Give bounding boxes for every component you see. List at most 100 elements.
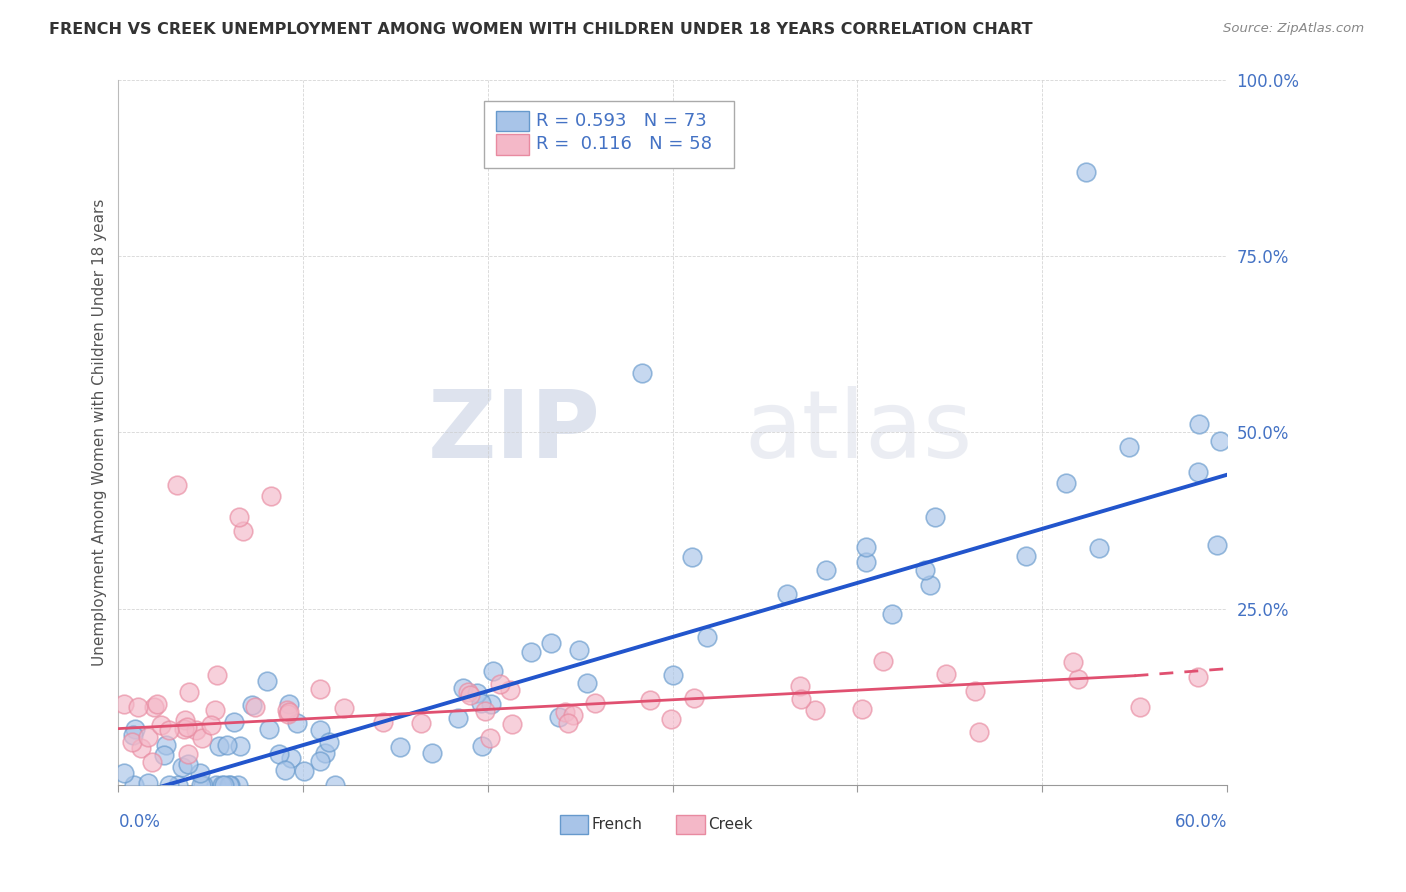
Point <box>855 555 877 569</box>
Point <box>924 510 946 524</box>
Point <box>184 723 207 738</box>
Point <box>851 702 873 716</box>
Point <box>1209 434 1232 448</box>
Text: French: French <box>592 817 643 832</box>
Point <box>309 681 332 696</box>
Text: atlas: atlas <box>745 386 973 478</box>
Point <box>1062 655 1084 669</box>
Point <box>141 755 163 769</box>
Point <box>172 760 194 774</box>
Text: R = 0.593   N = 73: R = 0.593 N = 73 <box>536 112 707 130</box>
Y-axis label: Unemployment Among Women with Children Under 18 years: Unemployment Among Women with Children U… <box>93 199 107 666</box>
Point <box>1088 541 1111 556</box>
Point <box>124 778 146 792</box>
Point <box>309 723 332 738</box>
Text: ZIP: ZIP <box>427 386 600 478</box>
Text: Creek: Creek <box>709 817 752 832</box>
Point <box>776 587 799 601</box>
Point <box>568 642 591 657</box>
Point <box>681 550 703 565</box>
Point <box>176 720 198 734</box>
Point <box>240 698 263 712</box>
Point <box>481 664 503 678</box>
Point <box>789 679 811 693</box>
Point <box>257 722 280 736</box>
Point <box>112 766 135 780</box>
Point <box>557 715 579 730</box>
Point <box>188 766 211 780</box>
Point <box>124 723 146 737</box>
Point <box>122 728 145 742</box>
Point <box>167 778 190 792</box>
Point <box>453 681 475 695</box>
Point <box>177 757 200 772</box>
Point <box>814 563 837 577</box>
Point <box>143 700 166 714</box>
Text: 0.0%: 0.0% <box>118 814 160 831</box>
Point <box>1205 538 1227 552</box>
Point <box>575 675 598 690</box>
Point <box>323 778 346 792</box>
Point <box>228 510 250 524</box>
Point <box>696 630 718 644</box>
Point <box>880 607 903 621</box>
Point <box>277 707 299 722</box>
FancyBboxPatch shape <box>484 101 734 168</box>
Point <box>540 636 562 650</box>
Point <box>232 524 254 539</box>
Point <box>217 739 239 753</box>
Point <box>155 738 177 752</box>
Point <box>583 696 606 710</box>
Point <box>177 747 200 761</box>
Point <box>1188 417 1211 431</box>
Point <box>554 705 576 719</box>
Point <box>333 701 356 715</box>
Point <box>471 739 494 753</box>
Point <box>1129 700 1152 714</box>
Point <box>1118 440 1140 454</box>
Point <box>159 723 181 737</box>
Point <box>561 708 583 723</box>
Point <box>191 778 214 792</box>
Point <box>177 685 200 699</box>
Point <box>267 747 290 761</box>
Point <box>478 731 501 746</box>
Point <box>489 677 512 691</box>
Point <box>318 735 340 749</box>
Point <box>208 739 231 754</box>
Point <box>314 746 336 760</box>
Point <box>136 730 159 744</box>
Point <box>474 704 496 718</box>
Point <box>1187 669 1209 683</box>
Point <box>112 697 135 711</box>
Point <box>872 654 894 668</box>
Point <box>166 478 188 492</box>
Point <box>200 718 222 732</box>
FancyBboxPatch shape <box>496 111 529 131</box>
Point <box>292 764 315 778</box>
Point <box>547 710 569 724</box>
Point <box>804 703 827 717</box>
Point <box>1074 164 1097 178</box>
Point <box>470 697 492 711</box>
Point <box>659 712 682 726</box>
Point <box>153 747 176 762</box>
Point <box>127 700 149 714</box>
Point <box>256 674 278 689</box>
Point <box>214 778 236 792</box>
Point <box>204 778 226 792</box>
Point <box>204 703 226 717</box>
Point <box>150 717 173 731</box>
Point <box>1015 549 1038 563</box>
Point <box>967 724 990 739</box>
Point <box>914 563 936 577</box>
Point <box>226 778 249 792</box>
Point <box>446 711 468 725</box>
Point <box>174 713 197 727</box>
Point <box>274 763 297 777</box>
Point <box>457 684 479 698</box>
Point <box>683 691 706 706</box>
FancyBboxPatch shape <box>560 815 589 834</box>
FancyBboxPatch shape <box>496 135 529 154</box>
Point <box>309 755 332 769</box>
